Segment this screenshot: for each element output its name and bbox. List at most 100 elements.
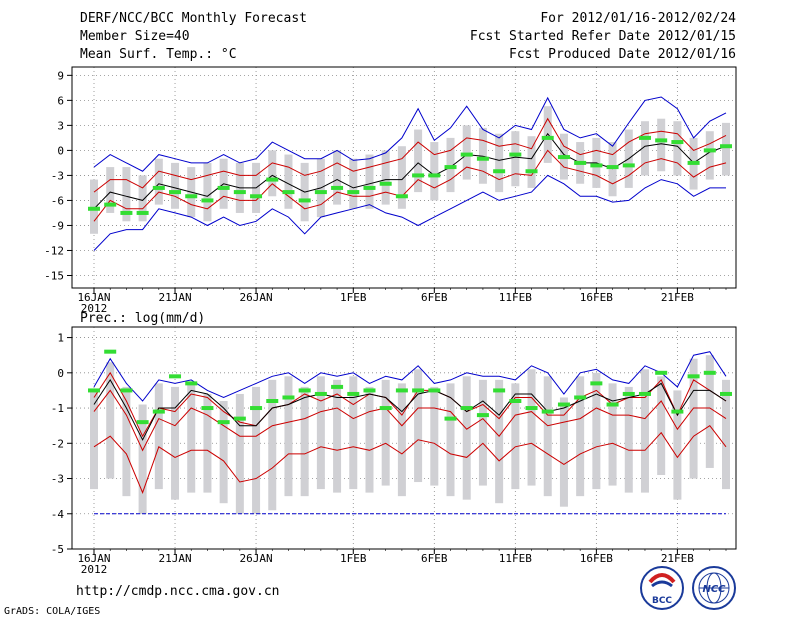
temp-ytick-label: 0 — [57, 144, 64, 157]
prec-spread-box — [171, 386, 180, 500]
prec-xtick-label: 16JAN — [77, 552, 110, 565]
started-date: Fcst Started Refer Date 2012/01/15 — [469, 29, 736, 44]
temp-obs-marker — [444, 165, 457, 170]
temp-ytick-label: -3 — [51, 169, 64, 182]
prec-spread-box — [559, 397, 568, 507]
temp-series-p25 — [93, 149, 727, 222]
prec-obs-marker — [557, 402, 570, 407]
prec-ytick-label: -2 — [51, 437, 64, 450]
temp-obs-marker — [590, 163, 603, 168]
prec-xtick-label: 6FEB — [421, 552, 448, 565]
temp-obs-marker — [347, 190, 360, 195]
prec-spread-box — [316, 376, 325, 490]
prec-obs-marker — [574, 395, 587, 400]
temp-spread-box — [154, 158, 163, 205]
prec-obs-marker — [395, 388, 408, 393]
temp-obs-marker — [217, 185, 230, 190]
temp-obs-marker — [314, 190, 327, 195]
prec-obs-marker — [671, 409, 684, 414]
temp-spread-box — [527, 136, 536, 188]
prec-obs-marker — [476, 413, 489, 418]
prec-obs-marker — [460, 406, 473, 411]
prec-spread-box — [462, 376, 471, 500]
temp-series-max — [93, 96, 727, 172]
source-url: http://cmdp.ncc.cma.gov.cn — [76, 584, 280, 599]
temp-obs-marker — [720, 144, 732, 149]
prec-obs-marker — [298, 388, 311, 393]
prec-obs-marker — [217, 420, 230, 425]
temp-spread-box — [446, 137, 455, 193]
prec-ytick-label: -3 — [51, 473, 64, 486]
temp-obs-marker — [282, 190, 295, 195]
prec-spread-box — [397, 383, 406, 497]
prec-spread-box — [576, 376, 585, 497]
temp-ytick-label: -9 — [51, 219, 64, 232]
temp-spread-box — [462, 125, 471, 180]
temp-spread-box — [106, 167, 115, 213]
prec-xtick-label: 21FEB — [661, 552, 694, 565]
prec-obs-marker — [104, 349, 117, 354]
prec-xtick-label: 26JAN — [239, 552, 272, 565]
prec-spread-box — [657, 376, 666, 475]
prec-spread-box — [106, 362, 115, 479]
precip-label: Prec.: log(mm/d) — [80, 311, 206, 326]
temp-obs-marker — [525, 169, 538, 174]
temp-ytick-label: 6 — [57, 94, 64, 107]
temp-ytick-label: -6 — [51, 194, 64, 207]
temp-obs-marker — [606, 165, 619, 170]
temp-obs-marker — [412, 173, 425, 178]
temp-obs-marker — [655, 138, 668, 143]
prec-year-label: 2012 — [81, 563, 108, 576]
temp-obs-marker — [687, 160, 700, 165]
temp-obs-marker — [136, 210, 149, 215]
temp-spread-box — [657, 118, 666, 172]
bcc-logo-text: BCC — [652, 596, 672, 606]
prec-spread-box — [640, 369, 649, 493]
temp-obs-marker — [88, 206, 100, 211]
temp-xtick-label: 21FEB — [661, 291, 694, 304]
prec-spread-box — [381, 379, 390, 486]
temp-spread-box — [511, 131, 520, 187]
temp-spread-box — [673, 121, 682, 176]
temp-xtick-label: 1FEB — [340, 291, 367, 304]
temp-obs-marker — [331, 185, 344, 190]
temp-spread-box — [705, 131, 714, 180]
prec-spread-box — [219, 401, 228, 504]
prec-spread-box — [527, 369, 536, 486]
temp-spread-box — [268, 150, 277, 197]
logos: BCC NCC — [640, 566, 736, 610]
prec-obs-marker — [233, 416, 246, 421]
temp-obs-marker — [541, 135, 554, 140]
prec-xtick-label: 16FEB — [580, 552, 613, 565]
prec-spread-box — [154, 383, 163, 490]
grads-credit: GrADS: COLA/IGES — [4, 606, 101, 617]
temp-spread-box — [122, 167, 131, 222]
prec-spread-box — [235, 393, 244, 514]
ncc-logo-text: NCC — [702, 584, 726, 595]
prec-obs-marker — [638, 391, 651, 396]
prec-spread-box — [284, 376, 293, 497]
prec-ytick-label: 1 — [57, 332, 64, 345]
temp-obs-marker — [493, 169, 506, 174]
prec-spread-box — [203, 393, 212, 493]
temp-spread-box — [381, 150, 390, 205]
prec-obs-marker — [509, 399, 522, 403]
prec-obs-marker — [655, 370, 668, 375]
prec-obs-marker — [703, 370, 716, 375]
prec-spread-box — [122, 386, 131, 497]
temp-spread-box — [640, 121, 649, 176]
temp-xtick-label: 6FEB — [421, 291, 448, 304]
prec-spread-box — [478, 379, 487, 486]
prec-spread-box — [705, 355, 714, 468]
temp-obs-marker — [557, 155, 570, 160]
produced-date: Fcst Produced Date 2012/01/16 — [509, 47, 736, 62]
temp-obs-marker — [476, 156, 489, 161]
prec-xtick-label: 11FEB — [499, 552, 532, 565]
temp-series-min — [93, 174, 726, 251]
temp-obs-marker — [363, 185, 376, 190]
prec-spread-box — [608, 383, 617, 486]
prec-obs-marker — [720, 391, 732, 396]
temp-year-label: 2012 — [81, 302, 108, 315]
temp-ytick-label: -12 — [44, 244, 64, 257]
temp-obs-marker — [185, 194, 198, 199]
